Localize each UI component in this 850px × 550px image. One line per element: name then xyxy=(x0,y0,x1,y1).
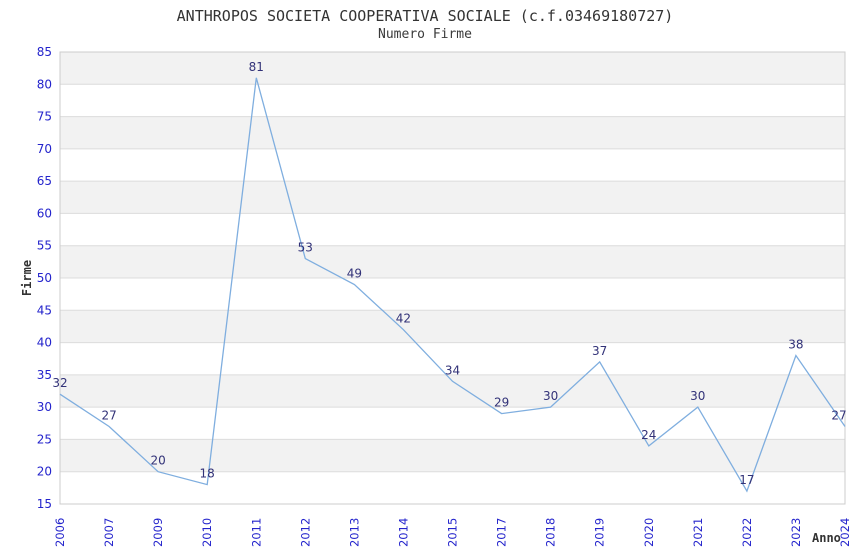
x-tick-label: 2007 xyxy=(102,518,116,547)
plot-band xyxy=(60,213,845,246)
chart-title: ANTHROPOS SOCIETA COOPERATIVA SOCIALE (c… xyxy=(176,7,674,25)
y-tick-label: 85 xyxy=(37,45,52,59)
x-tick-label: 2013 xyxy=(347,518,361,547)
y-tick-label: 15 xyxy=(37,497,52,511)
y-tick-label: 35 xyxy=(37,368,52,382)
plot-band xyxy=(60,245,845,278)
x-tick-label: 2014 xyxy=(396,518,410,547)
plot-band xyxy=(60,310,845,343)
plot-band xyxy=(60,181,845,214)
data-point-label: 24 xyxy=(641,428,656,442)
x-tick-label: 2011 xyxy=(249,518,263,547)
x-axis-title: Anno xyxy=(812,531,841,545)
x-tick-label: 2017 xyxy=(495,518,509,547)
data-point-label: 27 xyxy=(831,409,846,423)
x-tick-label: 2010 xyxy=(200,518,214,547)
data-point-label: 53 xyxy=(298,241,313,255)
data-point-label: 27 xyxy=(101,409,116,423)
data-point-label: 81 xyxy=(249,60,264,74)
data-point-label: 49 xyxy=(347,267,362,281)
data-point-label: 32 xyxy=(52,376,67,390)
y-tick-label: 50 xyxy=(37,271,52,285)
y-tick-label: 30 xyxy=(37,400,52,414)
y-tick-label: 20 xyxy=(37,465,52,479)
data-point-label: 30 xyxy=(690,389,705,403)
plot-band xyxy=(60,374,845,408)
plot-band xyxy=(60,278,845,311)
y-tick-label: 70 xyxy=(37,142,52,156)
data-point-label: 37 xyxy=(592,344,607,358)
y-tick-label: 60 xyxy=(37,206,52,220)
y-tick-label: 80 xyxy=(37,77,52,91)
data-point-label: 38 xyxy=(788,338,803,352)
data-point-label: 42 xyxy=(396,312,411,326)
y-tick-label: 25 xyxy=(37,432,52,446)
plot-band xyxy=(60,52,845,85)
x-tick-label: 2021 xyxy=(691,518,705,547)
x-tick-label: 2024 xyxy=(838,518,850,547)
y-tick-label: 65 xyxy=(37,174,52,188)
plot-band xyxy=(60,471,845,504)
y-tick-label: 45 xyxy=(37,303,52,317)
plot-band xyxy=(60,116,845,149)
plot-band xyxy=(60,342,845,375)
data-point-label: 18 xyxy=(200,467,215,481)
plot-border xyxy=(59,51,846,505)
x-tick-label: 2006 xyxy=(53,518,67,547)
data-point-label: 30 xyxy=(543,389,558,403)
x-tick-label: 2020 xyxy=(642,518,656,547)
x-tick-label: 2018 xyxy=(544,518,558,547)
x-tick-label: 2019 xyxy=(593,518,607,547)
data-point-label: 29 xyxy=(494,396,509,410)
plot-band xyxy=(60,84,845,117)
y-tick-label: 40 xyxy=(37,336,52,350)
y-tick-label: 55 xyxy=(37,239,52,253)
data-line xyxy=(59,77,846,493)
plot-band xyxy=(60,148,845,182)
chart-subtitle: Numero Firme xyxy=(378,27,472,42)
plot-band xyxy=(60,439,845,472)
x-tick-label: 2012 xyxy=(298,518,312,547)
plot-band xyxy=(60,407,845,440)
x-tick-label: 2015 xyxy=(446,518,460,547)
data-point-label: 17 xyxy=(739,473,754,487)
data-point-label: 20 xyxy=(150,454,165,468)
x-tick-label: 2009 xyxy=(151,518,165,547)
x-tick-label: 2023 xyxy=(789,518,803,547)
y-tick-label: 75 xyxy=(37,110,52,124)
x-tick-label: 2022 xyxy=(740,518,754,547)
data-point-label: 34 xyxy=(445,363,460,377)
